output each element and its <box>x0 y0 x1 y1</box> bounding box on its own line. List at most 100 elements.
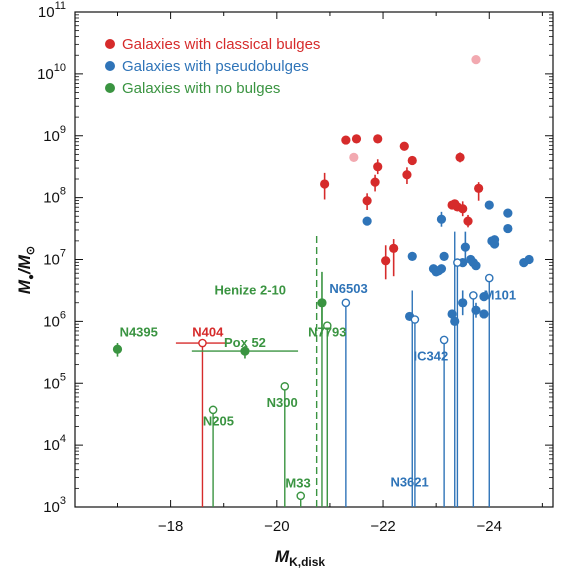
y-tick-base: 10 <box>43 499 60 516</box>
data-point <box>399 141 409 151</box>
y-tick-base: 10 <box>43 313 60 330</box>
axis-ticks <box>75 11 553 508</box>
upper-limit-point <box>341 298 351 308</box>
y-tick-base: 10 <box>43 128 60 145</box>
x-axis-title-subscript: K,disk <box>289 555 325 569</box>
y-tick-exponent: 3 <box>60 495 66 507</box>
legend-label: Galaxies with classical bulges <box>122 36 320 53</box>
galaxy-label: N3621 <box>390 474 428 489</box>
y-axis-title: M●/M⊙ <box>15 246 37 294</box>
x-tick-label: −24 <box>477 518 502 535</box>
data-point <box>489 235 500 245</box>
upper-limit-point <box>469 291 478 300</box>
galaxy-label: N205 <box>203 414 234 429</box>
y-tick-base: 10 <box>43 375 60 392</box>
data-point <box>450 199 460 209</box>
data-point <box>474 183 484 193</box>
upper-limit-point <box>484 273 494 283</box>
y-tick-base: 10 <box>43 437 60 454</box>
data-point <box>471 55 481 65</box>
legend-label: Galaxies with no bulges <box>122 80 280 97</box>
x-axis-title-main: M <box>275 547 290 566</box>
data-point <box>341 135 351 145</box>
y-tick-label: 104 <box>43 433 66 454</box>
y-tick-label: 109 <box>43 124 66 145</box>
y-tick-base: 10 <box>37 66 54 83</box>
y-tick-base: 10 <box>38 4 55 21</box>
data-point <box>389 243 399 253</box>
y-tick-base: 10 <box>43 252 60 269</box>
data-point <box>458 204 468 214</box>
data-point <box>436 214 447 224</box>
data-point <box>450 316 460 326</box>
upper-limit-point <box>198 338 207 348</box>
y-axis-title-subscript-bh: ● <box>26 274 37 280</box>
x-tick-label: −18 <box>158 518 183 535</box>
upper-limit-point <box>322 321 332 331</box>
y-tick-exponent: 8 <box>60 186 66 198</box>
x-axis-title: MK,disk <box>275 547 326 569</box>
galaxy-label: M33 <box>285 475 310 490</box>
y-tick-label: 105 <box>43 371 66 392</box>
y-tick-exponent: 4 <box>60 433 66 445</box>
galaxy-label: N404 <box>192 325 224 340</box>
data-point <box>439 251 449 262</box>
x-tick-label: −20 <box>264 518 289 535</box>
x-tick-labels: −18 −20 −22 −24 <box>158 518 502 535</box>
data-point <box>407 251 417 262</box>
y-tick-exponent: 9 <box>60 124 66 136</box>
data-point <box>112 344 123 354</box>
data-point <box>458 298 468 308</box>
data-point <box>436 264 447 274</box>
data-point <box>402 170 412 180</box>
data-point <box>479 309 489 319</box>
galaxy-label: IC342 <box>413 349 448 364</box>
data-point <box>463 216 473 226</box>
data-point <box>524 254 534 265</box>
y-tick-label: 108 <box>43 186 66 207</box>
legend-marker <box>105 61 115 71</box>
data-point <box>317 298 327 308</box>
data-point <box>479 292 489 302</box>
data-point <box>471 261 481 271</box>
galaxy-label: Pox 52 <box>224 335 266 350</box>
legend-marker <box>105 39 115 49</box>
upper-limit-point <box>453 258 462 267</box>
legend-marker <box>105 83 115 93</box>
data-point <box>503 208 513 218</box>
data-point <box>362 196 372 206</box>
data-point <box>373 134 383 144</box>
upper-limit-point <box>280 382 290 391</box>
data-point <box>503 223 513 234</box>
galaxy-label: N300 <box>267 395 298 410</box>
y-tick-exponent: 7 <box>60 248 66 260</box>
y-tick-label: 103 <box>43 495 66 516</box>
legend-label: Galaxies with pseudobulges <box>122 58 309 75</box>
data-point <box>349 152 359 163</box>
data-point <box>362 216 372 226</box>
data-point <box>460 242 470 252</box>
y-axis-title-separator: /M <box>15 254 34 275</box>
y-tick-exponent: 6 <box>60 309 66 321</box>
data-point <box>455 152 465 163</box>
vertical-limit-lines <box>201 231 490 507</box>
data-point <box>240 346 250 356</box>
galaxy-label: N6503 <box>329 281 367 296</box>
y-tick-label: 1011 <box>38 0 66 21</box>
upper-limit-point <box>439 335 449 345</box>
upper-limit-point <box>410 315 420 324</box>
data-point <box>370 177 380 187</box>
y-axis-title-main: M <box>15 279 34 294</box>
data-point <box>373 162 383 172</box>
y-tick-label: 107 <box>43 248 66 269</box>
y-tick-exponent: 10 <box>54 62 66 74</box>
data-point <box>320 179 330 189</box>
y-tick-exponent: 11 <box>55 0 66 12</box>
y-axis-title-subscript-sun: ⊙ <box>25 246 37 255</box>
data-point <box>484 200 494 210</box>
galaxy-label: M101 <box>484 287 517 302</box>
upper-limit-point <box>296 491 306 501</box>
